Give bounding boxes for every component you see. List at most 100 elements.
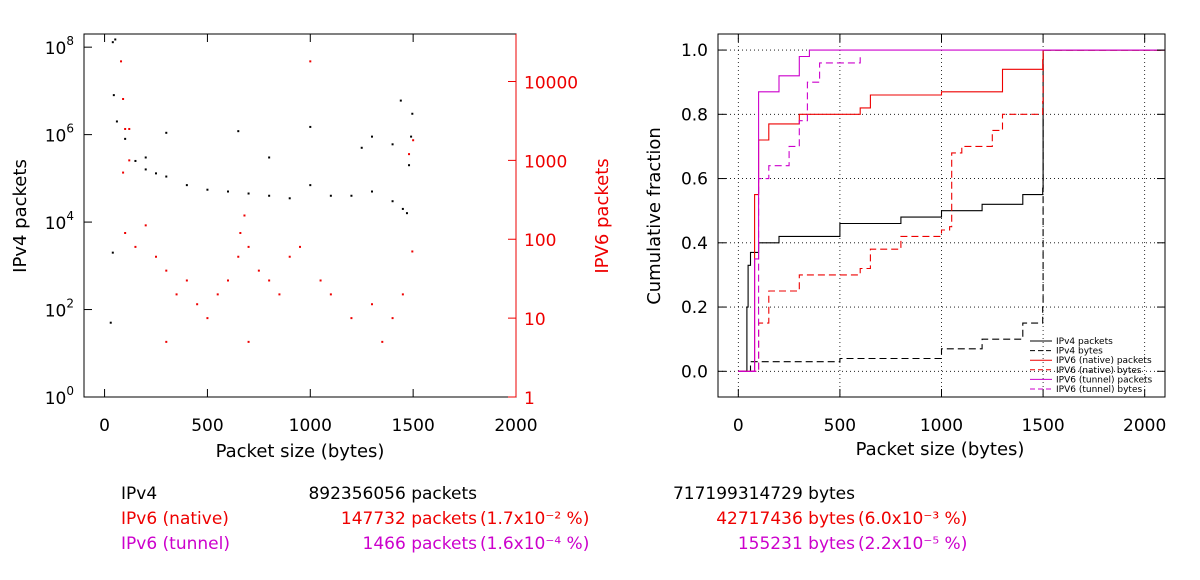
data-point (124, 127, 127, 130)
data-point (120, 60, 123, 63)
data-point (411, 112, 414, 115)
data-point (134, 159, 137, 162)
row-label: IPv6 (native) (121, 509, 229, 529)
data-point (243, 214, 246, 217)
right-y-tick-label: 1 (524, 389, 535, 409)
data-point (408, 153, 411, 156)
packet-count: 892356056 packets (308, 484, 477, 504)
legend-label: IPV6 (native) packets (1056, 356, 1152, 366)
data-point (401, 293, 404, 296)
x-tick-label: 1000 (920, 416, 963, 436)
data-point (247, 192, 250, 195)
x-tick-label: 1000 (289, 416, 332, 436)
data-point (371, 303, 373, 306)
x-tick-label: 2000 (1123, 416, 1166, 436)
x-tick-label: 2000 (494, 416, 537, 436)
data-point (288, 197, 291, 200)
byte-count: 155231 bytes (737, 534, 855, 554)
data-point (124, 137, 127, 140)
data-point (237, 130, 240, 133)
x-tick-label: 500 (191, 416, 223, 436)
data-point (278, 293, 281, 296)
data-point (134, 245, 137, 248)
data-point (114, 38, 117, 41)
data-point (237, 255, 240, 258)
summary-table: IPv4 892356056 packets 717199314729 byte… (0, 480, 1200, 580)
data-point (268, 156, 271, 159)
right-y-tick-label: 100 (524, 231, 556, 251)
data-point (408, 164, 411, 167)
right-y-tick-label: 10000 (524, 73, 578, 93)
y-tick-label: 104 (45, 209, 74, 234)
data-point (165, 131, 168, 134)
byte-count: 42717436 bytes (716, 509, 855, 529)
left-x-ticks: 0 500 1000 1500 2000 (99, 34, 538, 436)
data-point (319, 279, 322, 282)
byte-count: 717199314729 bytes (672, 484, 855, 504)
y-tick-label: 106 (45, 122, 74, 147)
right-y-axis-label-cf: Cumulative fraction (644, 127, 665, 305)
data-point (412, 139, 415, 142)
data-point (111, 41, 114, 44)
data-point (391, 317, 394, 320)
packet-count: 147732 packets (340, 509, 477, 529)
x-tick-label: 1500 (1021, 416, 1064, 436)
data-point (391, 200, 394, 203)
legend-label: IPv4 bytes (1056, 347, 1103, 357)
x-tick-label: 0 (99, 416, 110, 436)
stats-row-ipv4: IPv4 892356056 packets 717199314729 byte… (0, 484, 1200, 508)
right-y-ticks: 1 10 100 1000 10000 (508, 34, 578, 409)
right-y-axis-label: IPV6 packets (592, 158, 613, 273)
data-point (128, 159, 131, 162)
x-tick-label: 0 (733, 416, 744, 436)
data-point (371, 190, 373, 193)
series-line (738, 49, 1165, 372)
data-point (128, 127, 131, 130)
data-point (360, 146, 363, 149)
series-line (738, 49, 1165, 372)
series-line (738, 49, 1165, 372)
data-point (247, 245, 250, 248)
right-x-ticks: 0 500 1000 1500 2000 (733, 34, 1166, 436)
row-label: IPv4 (121, 484, 158, 504)
data-point (155, 172, 157, 175)
left-x-axis-label: Packet size (bytes) (216, 441, 385, 462)
data-point (206, 188, 209, 191)
data-point (329, 194, 332, 197)
packet-percent: (1.7x10⁻² %) (480, 509, 590, 529)
data-point (155, 255, 157, 258)
data-point (165, 269, 168, 272)
data-point (405, 212, 408, 215)
data-point (227, 190, 229, 193)
data-point (309, 184, 312, 187)
data-point (268, 194, 271, 197)
y-tick-label: 0.0 (681, 362, 708, 382)
legend-label: IPV6 (tunnel) packets (1056, 375, 1153, 385)
right-chart: 0 500 1000 1500 2000 0.0 0.2 0.4 0.6 0.8 1.0 IPv4… (644, 33, 1166, 460)
right-x-axis-label: Packet size (bytes) (856, 439, 1025, 460)
data-point (309, 125, 312, 128)
right-lines (738, 49, 1165, 372)
data-point (165, 340, 168, 343)
data-point (411, 250, 414, 253)
legend-label: IPv4 packets (1056, 337, 1113, 347)
row-label: IPv6 (tunnel) (121, 534, 230, 554)
y-tick-label: 108 (45, 34, 74, 59)
data-point (239, 231, 242, 234)
data-point (401, 207, 404, 210)
data-point (391, 143, 394, 146)
data-point (124, 231, 127, 234)
data-point (371, 135, 373, 138)
packet-percent: (1.6x10⁻⁴ %) (480, 534, 590, 554)
data-point (268, 279, 271, 282)
y-tick-label: 0.8 (681, 105, 708, 125)
data-point (257, 269, 260, 272)
data-point (247, 340, 250, 343)
data-point (165, 175, 168, 178)
stats-row-ipv6-tunnel: IPv6 (tunnel) 1466 packets (1.6x10⁻⁴ %) … (0, 534, 1200, 558)
data-point (144, 156, 147, 159)
legend-label: IPV6 (tunnel) bytes (1056, 385, 1142, 395)
data-point (111, 251, 114, 254)
